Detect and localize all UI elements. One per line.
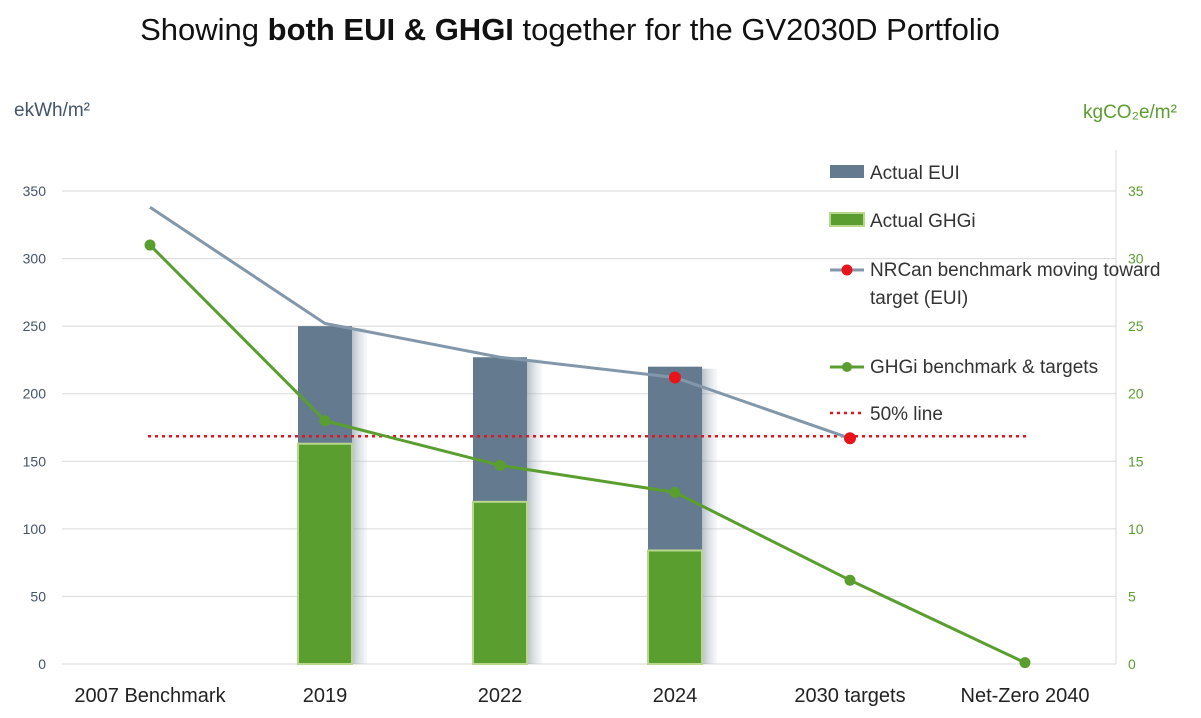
chart-title: Showing both EUI & GHGI together for the…: [0, 12, 1140, 48]
eui-bar-shadow: [702, 368, 717, 664]
left-tick-label: 0: [38, 656, 46, 672]
left-tick-label: 300: [23, 251, 47, 267]
eui-bar-shadow: [352, 328, 367, 664]
legend-label-fifty: 50% line: [870, 404, 943, 425]
category-label: 2007 Benchmark: [74, 685, 226, 707]
ghgi-marker: [669, 486, 681, 498]
ghgi-marker: [144, 239, 156, 251]
legend-swatch-eui: [830, 165, 864, 178]
left-tick-label: 50: [30, 588, 46, 604]
title-bold: both EUI & GHGI: [267, 12, 514, 47]
ghgi-marker: [494, 459, 506, 471]
right-tick-label: 25: [1128, 318, 1144, 334]
left-axis-unit: ekWh/m²: [14, 100, 90, 121]
eui-benchmark-marker: [669, 371, 681, 384]
right-tick-label: 30: [1128, 251, 1144, 267]
legend-label-ghg: Actual GHGi: [870, 211, 976, 232]
ghgi-marker: [1019, 657, 1031, 669]
category-label: 2022: [478, 685, 523, 707]
left-tick-label: 200: [23, 386, 47, 402]
legend-label-ghgi: GHGi benchmark & targets: [870, 357, 1098, 378]
ghgi-marker: [319, 415, 331, 427]
right-axis-unit: kgCO₂e/m²: [1083, 102, 1177, 123]
left-tick-label: 350: [23, 183, 47, 199]
category-label: 2030 targets: [794, 685, 905, 707]
category-label: 2024: [653, 685, 698, 707]
ghgi-marker: [844, 574, 856, 586]
ghg-bar: [647, 549, 703, 665]
category-label: Net-Zero 2040: [961, 685, 1090, 707]
title-suffix: together for the GV2030D Portfolio: [513, 12, 1000, 47]
right-tick-label: 5: [1128, 588, 1136, 604]
legend-marker-eui-line: [841, 264, 853, 276]
eui-benchmark-marker: [844, 432, 856, 445]
right-tick-label: 0: [1128, 656, 1136, 672]
left-tick-label: 250: [23, 318, 47, 334]
right-tick-label: 10: [1128, 521, 1144, 537]
right-tick-label: 35: [1128, 183, 1144, 199]
legend-marker-ghgi-line: [842, 362, 852, 372]
right-tick-label: 20: [1128, 386, 1144, 402]
legend-swatch-ghg: [829, 212, 865, 227]
category-label: 2019: [303, 685, 348, 707]
right-tick-label: 15: [1128, 453, 1144, 469]
ghg-bar: [472, 500, 528, 666]
legend-label-nrcan-line1: NRCan benchmark moving toward: [870, 260, 1160, 281]
left-tick-label: 100: [23, 521, 47, 537]
ghg-bar: [297, 442, 353, 665]
eui-benchmark-line: [149, 205, 851, 440]
legend-label-nrcan-line2: target (EUI): [870, 288, 968, 309]
title-prefix: Showing: [140, 12, 268, 47]
ghgi-benchmark-line: [148, 243, 1026, 665]
eui-bar-shadow: [527, 359, 542, 664]
legend-label-eui: Actual EUI: [870, 163, 960, 184]
left-tick-label: 150: [23, 453, 47, 469]
